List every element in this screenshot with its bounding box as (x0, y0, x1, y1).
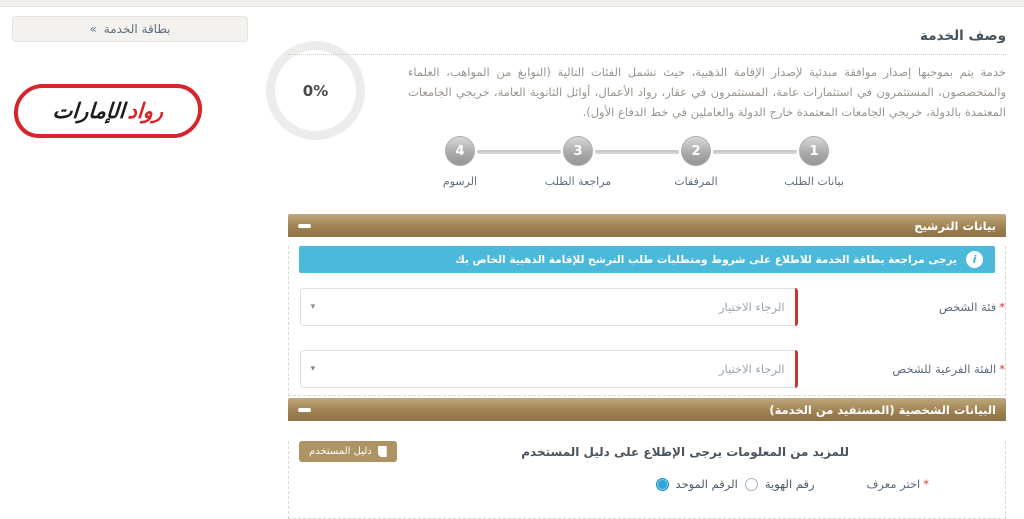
divider (288, 54, 1006, 55)
wizard-stepper: 1 بيانات الطلب 2 المرفقات 3 مراجعة الطلب… (401, 136, 873, 194)
nomination-section: بيانات الترشيح i يرجى مراجعة بطاقة الخدم… (288, 214, 1006, 396)
step-4-label: الرسوم (442, 175, 478, 188)
unified-number-radio-label[interactable]: الرقم الموحد (675, 477, 738, 491)
choose-identifier-label: *اختر معرف (866, 477, 930, 491)
id-number-radio[interactable] (744, 477, 758, 491)
service-description-text: خدمة يتم بموجبها إصدار موافقة مبدئية لإص… (408, 65, 1006, 119)
id-number-radio-label[interactable]: رقم الهوية (764, 477, 815, 491)
user-guide-row: للمزيد من المعلومات يرجى الإطلاع على دلي… (299, 441, 995, 462)
personal-data-section-body: للمزيد من المعلومات يرجى الإطلاع على دلي… (288, 441, 1006, 519)
identifier-row: *اختر معرف الرقم الموحد رقم الهوية (299, 477, 995, 491)
unified-number-radio[interactable] (655, 477, 669, 491)
personal-data-section-title: البيانات الشخصية (المستفيد من الخدمة) (769, 402, 996, 417)
stepper-connector (713, 150, 797, 154)
step-1-request-data[interactable]: 1 بيانات الطلب (755, 136, 873, 188)
document-icon (377, 446, 387, 457)
stepper-connector (595, 150, 679, 154)
required-asterisk: * (999, 300, 1005, 314)
user-guide-button-label: دليل المستخدم (309, 446, 372, 457)
top-strip (0, 0, 1024, 7)
person-category-row: *فئة الشخص الرجاء الاختيار ▾ (289, 288, 1005, 326)
step-3-circle[interactable]: 3 (563, 136, 593, 166)
chevron-down-icon: ▾ (310, 364, 316, 374)
step-1-circle[interactable]: 1 (799, 136, 829, 166)
step-4-circle[interactable]: 4 (445, 136, 475, 166)
step-1-label: بيانات الطلب (784, 175, 844, 188)
identifier-radio-group: الرقم الموحد رقم الهوية (655, 477, 815, 491)
main-content: وصف الخدمة خدمة يتم بموجبها إصدار موافقة… (288, 0, 1006, 519)
collapse-icon[interactable] (298, 223, 311, 228)
step-4-fees[interactable]: 4 الرسوم (401, 136, 519, 188)
person-category-label: *فئة الشخص (938, 300, 1005, 314)
step-3-review[interactable]: 3 مراجعة الطلب (519, 136, 637, 188)
chevron-down-icon: ▾ (310, 302, 316, 312)
info-icon: i (966, 251, 983, 268)
nomination-section-header[interactable]: بيانات الترشيح (288, 214, 1006, 237)
collapse-icon[interactable] (298, 407, 311, 412)
person-category-select[interactable]: الرجاء الاختيار ▾ (299, 288, 798, 326)
step-2-label: المرفقات (674, 175, 718, 188)
rowad-al-emarat-logo: رواد الإمارات (12, 84, 204, 138)
service-description-title: وصف الخدمة (920, 28, 1006, 44)
progress-ring: 0% (266, 41, 365, 140)
nomination-section-body: i يرجى مراجعة بطاقة الخدمة للاطلاع على ش… (288, 246, 1006, 396)
select-placeholder: الرجاء الاختيار (718, 300, 785, 314)
info-alert: i يرجى مراجعة بطاقة الخدمة للاطلاع على ش… (299, 246, 995, 273)
progress-value: 0% (302, 81, 329, 100)
person-subcategory-label: *الفئة الفرعية للشخص (892, 362, 1005, 376)
person-subcategory-row: *الفئة الفرعية للشخص الرجاء الاختيار ▾ (289, 350, 1005, 388)
info-alert-text: يرجى مراجعة بطاقة الخدمة للاطلاع على شرو… (455, 253, 957, 266)
service-card-button-label: بطاقة الخدمة (103, 22, 171, 36)
logo-text-red: رواد (126, 99, 165, 123)
nomination-section-title: بيانات الترشيح (914, 218, 996, 233)
step-2-circle[interactable]: 2 (681, 136, 711, 166)
select-placeholder: الرجاء الاختيار (718, 362, 785, 376)
user-guide-hint-text: للمزيد من المعلومات يرجى الإطلاع على دلي… (521, 444, 849, 459)
person-subcategory-select[interactable]: الرجاء الاختيار ▾ (299, 350, 798, 388)
step-2-attachments[interactable]: 2 المرفقات (637, 136, 755, 188)
stepper-connector (477, 150, 561, 154)
step-3-label: مراجعة الطلب (544, 175, 612, 188)
logo-text-dark: الإمارات (51, 99, 126, 123)
personal-data-section: البيانات الشخصية (المستفيد من الخدمة) لل… (288, 398, 1006, 519)
required-asterisk: * (999, 362, 1005, 376)
back-chevron-icon: « (89, 22, 97, 36)
service-card-button[interactable]: « بطاقة الخدمة (12, 16, 248, 42)
required-asterisk: * (923, 477, 929, 491)
user-guide-button[interactable]: دليل المستخدم (299, 441, 397, 462)
personal-data-section-header[interactable]: البيانات الشخصية (المستفيد من الخدمة) (288, 398, 1006, 421)
